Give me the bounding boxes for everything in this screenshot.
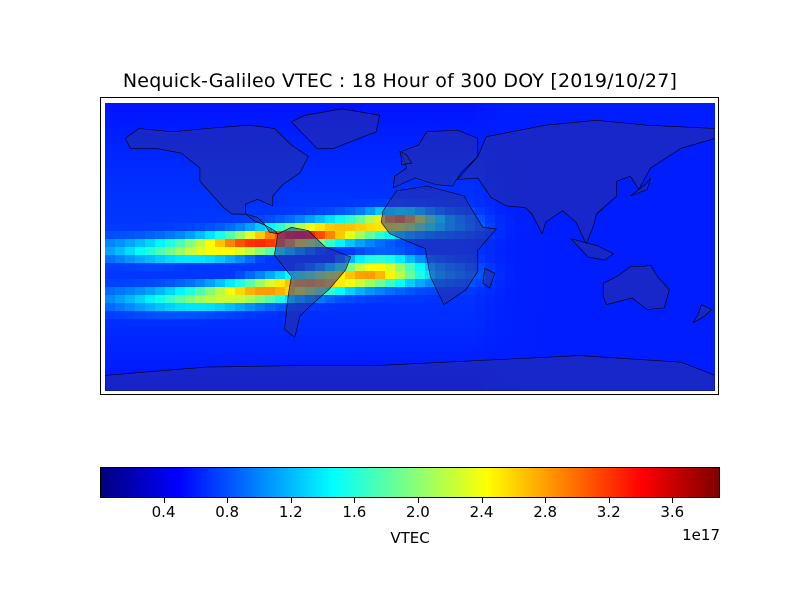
colorbar-tick-label: 3.6 (660, 503, 685, 521)
vtec-map (105, 103, 715, 391)
colorbar (100, 467, 720, 498)
colorbar-tick (608, 498, 610, 503)
land-new-zealand (692, 304, 713, 323)
colorbar-tick (481, 498, 483, 503)
land-uk (399, 150, 413, 166)
colorbar-tick-label: 1.2 (278, 503, 303, 521)
land-north-america (124, 124, 309, 215)
land-africa (380, 185, 497, 306)
colorbar-tick (290, 498, 292, 503)
land-indonesia (570, 238, 614, 261)
colorbar-tick-label: 3.2 (596, 503, 621, 521)
colorbar-tick-label: 1.6 (342, 503, 367, 521)
colorbar-tick-label: 2.4 (469, 503, 494, 521)
land-antarctica (105, 355, 715, 391)
colorbar-exponent: 1e17 (682, 526, 720, 544)
colorbar-tick-label: 0.4 (151, 503, 176, 521)
colorbar-tick (545, 498, 547, 503)
map-title: Nequick-Galileo VTEC : 18 Hour of 300 DO… (122, 70, 678, 92)
land-japan (630, 177, 651, 197)
land-australia (602, 264, 670, 310)
colorbar-tick (163, 498, 165, 503)
colorbar-tick (672, 498, 674, 503)
land-asia (456, 119, 715, 245)
continents-overlay (105, 108, 715, 391)
land-madagascar (482, 267, 496, 289)
colorbar-tick-label: 2.8 (533, 503, 558, 521)
colorbar-tick-label: 0.8 (215, 503, 240, 521)
colorbar-tick (417, 498, 419, 503)
land-south-america (274, 226, 352, 339)
colorbar-tick-label: 2.0 (406, 503, 430, 521)
colorbar-label: VTEC (390, 529, 430, 547)
colorbar-tick (354, 498, 356, 503)
land-europe (392, 129, 479, 189)
land-greenland (290, 108, 380, 149)
colorbar-tick (227, 498, 229, 503)
map-frame (100, 97, 719, 395)
